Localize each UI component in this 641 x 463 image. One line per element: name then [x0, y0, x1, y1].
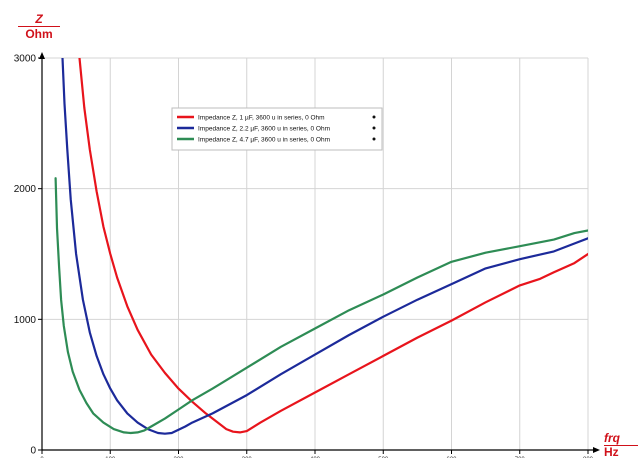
x-axis-unit: Hz [604, 445, 638, 459]
y-axis-label: Z Ohm [18, 12, 60, 41]
series-line-1 [78, 58, 588, 434]
y-axis-arrow [39, 52, 45, 59]
y-tick-label: 2000 [14, 184, 37, 195]
series-line-2 [61, 58, 588, 435]
legend-box [171, 107, 383, 151]
series-line-3 [54, 177, 588, 435]
legend-dot-2 [372, 126, 376, 130]
x-axis-arrow [593, 447, 600, 453]
y-axis-symbol: Z [35, 12, 43, 26]
x-axis-label: frq Hz [604, 432, 638, 459]
legend-label-1: Impedance Z, 1 µF, 3600 u in series, 0 O… [198, 115, 325, 122]
y-axis-unit: Ohm [18, 26, 60, 41]
y-tick-label: 0 [30, 446, 36, 457]
legend-label-2: Impedance Z, 2.2 µF, 3600 u in series, 0… [198, 126, 330, 133]
x-axis-symbol: frq [604, 431, 620, 445]
y-tick-label: 1000 [14, 315, 37, 326]
series-layer [54, 58, 588, 435]
legend-label-3: Impedance Z, 4.7 µF, 3600 u in series, 0… [198, 137, 330, 144]
legend: Impedance Z, 1 µF, 3600 u in series, 0 O… [171, 107, 383, 151]
legend-dot-3 [372, 137, 376, 141]
legend-dot-1 [372, 115, 376, 119]
y-tick-label: 3000 [14, 54, 37, 65]
